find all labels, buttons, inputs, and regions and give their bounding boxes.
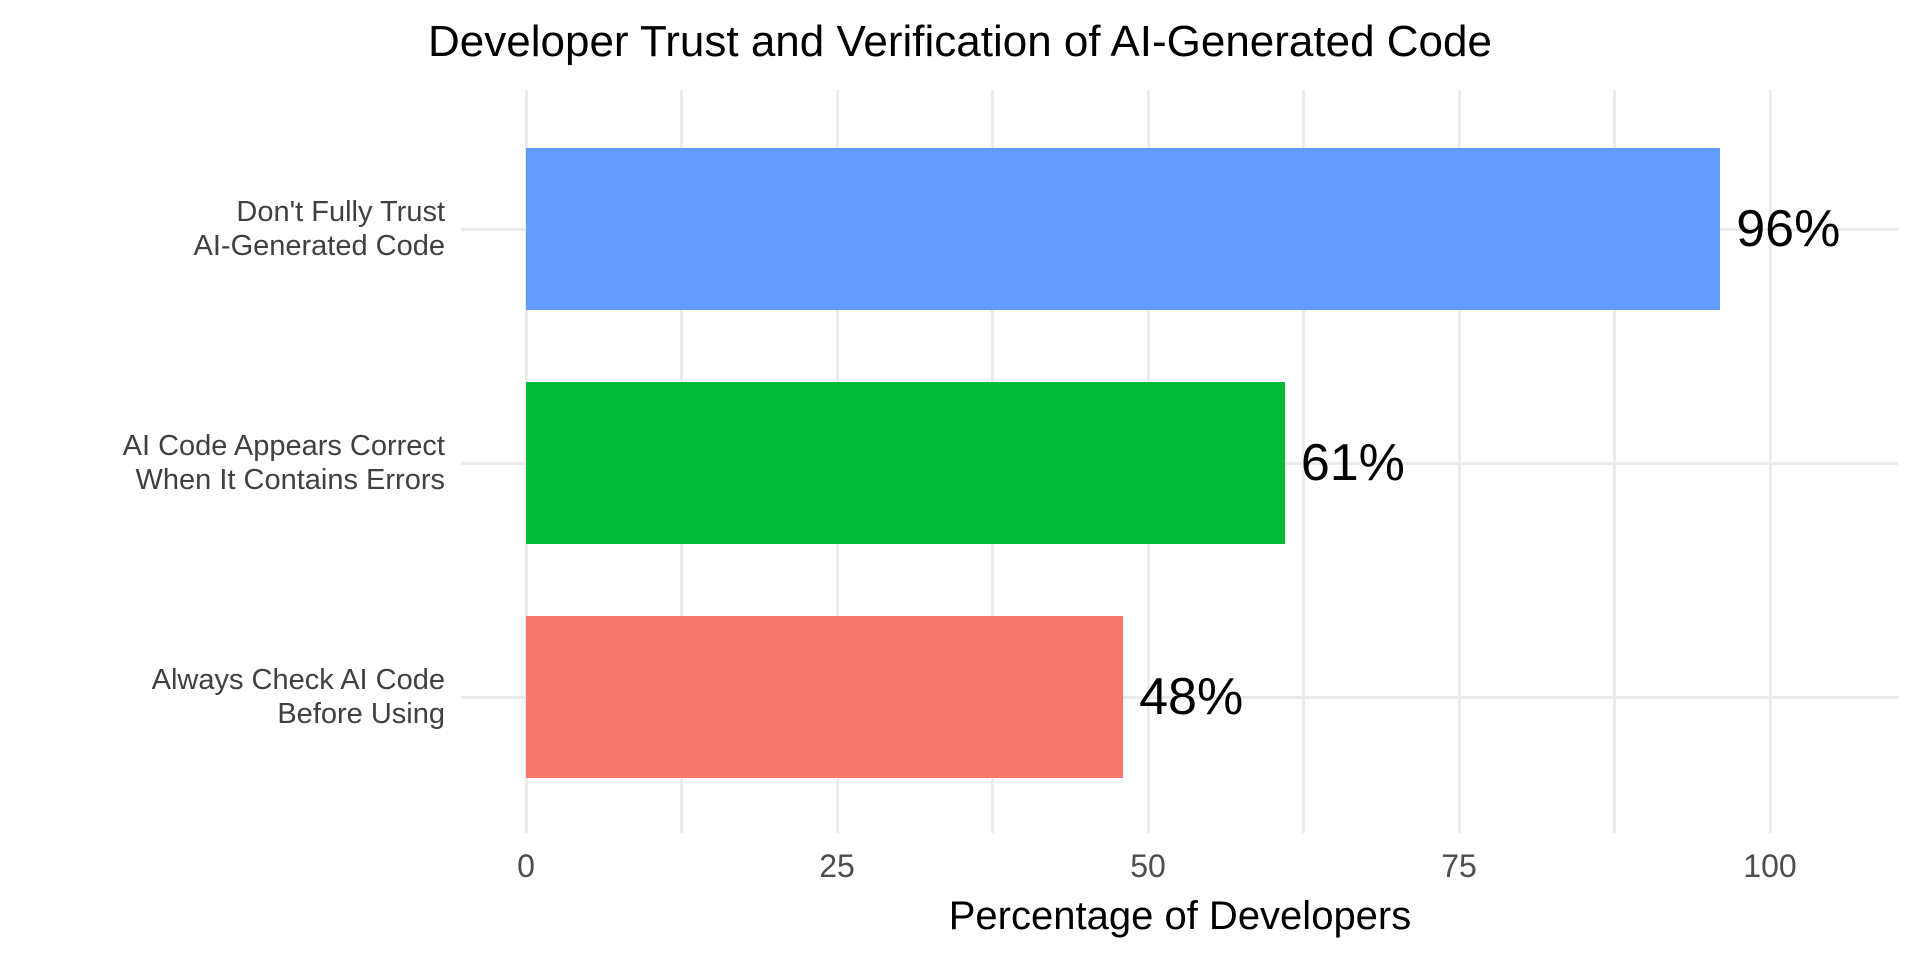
bar-value-label: 96% — [1736, 200, 1841, 258]
category-label-line: AI-Generated Code — [193, 230, 445, 262]
x-axis-title: Percentage of Developers — [948, 894, 1412, 938]
bar — [526, 382, 1285, 544]
category-label-line: Don't Fully Trust — [236, 196, 445, 228]
x-tick-label: 100 — [1743, 848, 1797, 884]
category-label-line: When It Contains Errors — [135, 464, 445, 496]
category-label: AI Code Appears Correct When It Contains … — [65, 429, 445, 497]
category-label-line: Before Using — [277, 698, 445, 730]
x-tick-label: 50 — [1130, 848, 1166, 884]
category-label-line: Always Check AI Code — [151, 664, 445, 696]
x-tick-label: 25 — [819, 848, 855, 884]
category-label: Always Check AI Code Before Using — [65, 663, 445, 731]
bar-value-label: 61% — [1300, 434, 1405, 492]
bar-value-label: 48% — [1139, 668, 1244, 726]
x-tick-label: 75 — [1441, 848, 1477, 884]
bar — [526, 616, 1124, 778]
y-major-gridline — [461, 695, 1898, 699]
chart-title: Developer Trust and Verification of AI-G… — [428, 17, 1492, 66]
category-label: Don't Fully Trust AI-Generated Code — [65, 195, 445, 263]
bar — [526, 148, 1721, 310]
category-label-line: AI Code Appears Correct — [122, 430, 445, 462]
x-tick-label: 0 — [517, 848, 535, 884]
